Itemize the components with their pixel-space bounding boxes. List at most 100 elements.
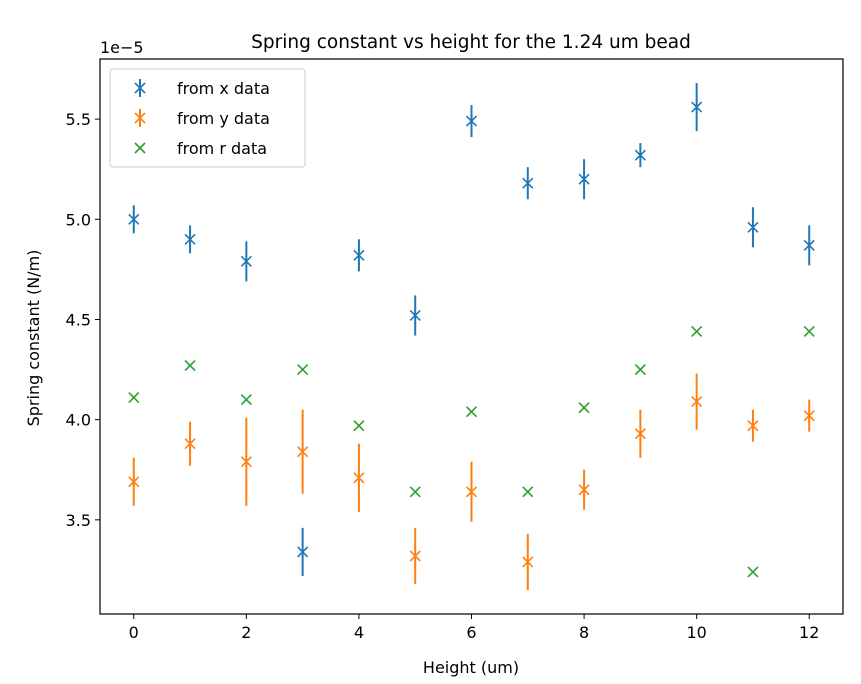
data-point: [747, 566, 759, 578]
data-point: [578, 402, 590, 414]
data-point: [240, 255, 252, 267]
data-point: [747, 221, 759, 233]
marker-stroke: [691, 396, 703, 408]
legend-marker: [134, 142, 146, 154]
x-tick-label: 8: [579, 623, 589, 642]
data-point: [465, 406, 478, 418]
marker-stroke: [747, 566, 759, 578]
marker-stroke: [803, 239, 815, 251]
marker-stroke: [128, 392, 140, 404]
data-point: [353, 472, 365, 484]
legend-item: from r data: [134, 139, 267, 158]
data-point: [634, 149, 646, 161]
y-tick-label: 3.5: [66, 511, 91, 530]
data-point: [465, 486, 478, 498]
data-point: [634, 428, 646, 440]
marker-stroke: [297, 546, 309, 558]
data-point: [522, 486, 534, 498]
legend-label: from x data: [177, 79, 270, 98]
data-point: [184, 359, 196, 372]
legend-marker: [134, 112, 146, 124]
data-point: [803, 325, 815, 338]
data-point: [578, 173, 590, 185]
y-tick-label: 4.0: [66, 411, 91, 430]
data-point: [128, 392, 140, 404]
marker-stroke: [747, 420, 759, 432]
data-point: [691, 101, 703, 113]
y-tick-label: 4.5: [66, 310, 91, 329]
marker-stroke: [184, 233, 196, 245]
data-point: [634, 363, 646, 376]
marker-stroke: [134, 142, 146, 154]
marker-stroke: [128, 213, 140, 225]
chart-title: Spring constant vs height for the 1.24 u…: [251, 32, 691, 53]
marker-stroke: [184, 359, 196, 372]
data-point: [522, 177, 534, 189]
data-point: [691, 396, 703, 408]
legend-marker: [134, 82, 146, 94]
x-tick-label: 12: [799, 623, 819, 642]
marker-stroke: [465, 115, 478, 127]
data-point: [409, 550, 421, 562]
marker-stroke: [353, 420, 365, 432]
marker-stroke: [297, 446, 309, 458]
marker-stroke: [409, 486, 421, 498]
marker-stroke: [353, 249, 365, 261]
marker-stroke: [578, 402, 590, 414]
marker-stroke: [634, 428, 646, 440]
data-point: [353, 249, 365, 261]
x-axis-label: Height (um): [423, 658, 519, 677]
marker-stroke: [522, 177, 534, 189]
data-point: [691, 325, 703, 338]
x-tick-label: 10: [686, 623, 706, 642]
marker-stroke: [353, 472, 365, 484]
legend-label: from y data: [177, 109, 270, 128]
legend: from x data from y data from r data: [109, 68, 306, 168]
legend-item: from x data: [134, 79, 270, 98]
marker-stroke: [522, 556, 534, 568]
marker-stroke: [240, 456, 252, 468]
data-marks: [128, 83, 815, 590]
marker-stroke: [634, 363, 646, 376]
data-point: [522, 556, 534, 568]
marker-stroke: [803, 325, 815, 338]
marker-stroke: [240, 255, 252, 267]
data-point: [128, 476, 140, 488]
data-point: [297, 546, 309, 558]
data-point: [803, 239, 815, 251]
marker-stroke: [634, 149, 646, 161]
data-point: [353, 420, 365, 432]
data-point: [184, 438, 196, 450]
data-point: [128, 213, 140, 225]
y-tick-label: 5.0: [66, 210, 91, 229]
marker-stroke: [691, 325, 703, 338]
marker-stroke: [297, 363, 309, 376]
series-from-x-data: [128, 83, 815, 576]
y-tick-label: 5.5: [66, 110, 91, 129]
marker-stroke: [578, 173, 590, 185]
marker-stroke: [409, 309, 421, 322]
y-offset-text: 1e−5: [100, 38, 144, 57]
series-from-y-data: [128, 373, 815, 590]
marker-stroke: [128, 476, 140, 488]
series-from-r-data: [128, 325, 815, 578]
marker-stroke: [747, 221, 759, 233]
marker-stroke: [691, 101, 703, 113]
marker-stroke: [522, 486, 534, 498]
data-point: [578, 484, 590, 496]
data-point: [297, 363, 309, 376]
marker-stroke: [409, 550, 421, 562]
x-tick-label: 0: [129, 623, 139, 642]
marker-stroke: [184, 438, 196, 450]
marker-stroke: [134, 112, 146, 124]
data-point: [747, 420, 759, 432]
marker-stroke: [803, 410, 815, 422]
axis-ticks: 0 2 4 6 8 10 12 3.5 4.0 4.5 5.0 5.5: [66, 110, 820, 642]
marker-stroke: [134, 82, 146, 94]
data-point: [465, 115, 478, 127]
legend-label: from r data: [177, 139, 267, 158]
x-tick-label: 2: [241, 623, 251, 642]
marker-stroke: [465, 406, 478, 418]
data-point: [240, 394, 252, 406]
